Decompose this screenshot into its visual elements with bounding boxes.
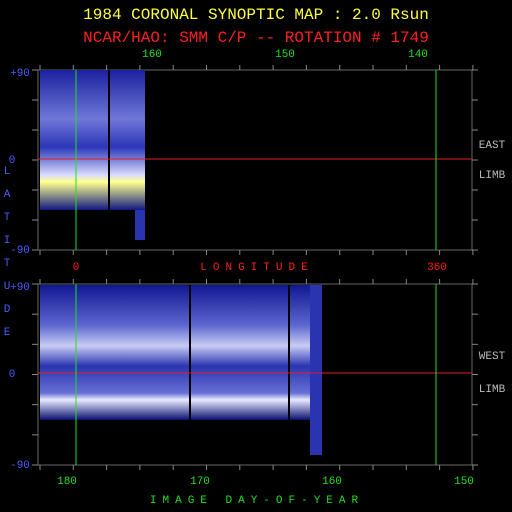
top-tick-label: 160	[142, 49, 162, 61]
longitude-tick: 360	[427, 262, 447, 274]
lat-label: 0	[9, 369, 16, 381]
side-label: EAST	[479, 140, 506, 152]
side-label: LIMB	[479, 170, 506, 182]
top-tick-label: 150	[275, 49, 295, 61]
side-label: WEST	[479, 351, 506, 363]
lat-label: -90	[10, 245, 30, 257]
day-tick-label: 150	[454, 476, 474, 488]
lat-label: -90	[10, 460, 30, 472]
side-label: LIMB	[479, 384, 506, 396]
longitude-label: LONGITUDE	[200, 262, 313, 274]
lat-label: 0	[9, 155, 16, 167]
map-data	[40, 70, 145, 210]
longitude-tick: 0	[73, 262, 80, 274]
day-tick-label: 170	[190, 476, 210, 488]
map-data	[135, 210, 145, 240]
latitude-label: LATITUDE	[1, 166, 13, 350]
day-axis-label: IMAGE DAY-OF-YEAR	[150, 495, 364, 507]
map-data	[40, 285, 322, 420]
lat-label: +90	[10, 68, 30, 80]
subtitle: NCAR/HAO: SMM C/P -- ROTATION # 1749	[83, 29, 429, 47]
lat-label: +90	[10, 282, 30, 294]
title: 1984 CORONAL SYNOPTIC MAP : 2.0 Rsun	[83, 6, 429, 24]
map-data	[310, 285, 322, 455]
top-tick-label: 140	[408, 49, 428, 61]
day-tick-label: 180	[57, 476, 77, 488]
day-tick-label: 160	[322, 476, 342, 488]
